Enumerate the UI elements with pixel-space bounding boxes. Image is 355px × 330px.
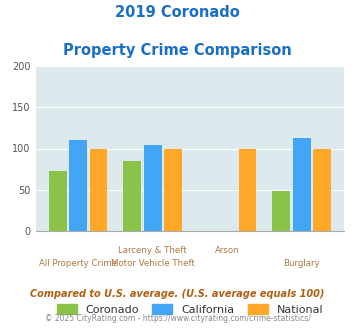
Bar — [239, 148, 256, 231]
Text: Property Crime Comparison: Property Crime Comparison — [63, 43, 292, 58]
Text: © 2025 CityRating.com - https://www.cityrating.com/crime-statistics/: © 2025 CityRating.com - https://www.city… — [45, 314, 310, 323]
Bar — [124, 161, 141, 231]
Text: Burglary: Burglary — [283, 259, 320, 268]
Bar — [273, 191, 290, 231]
Text: All Property Crime: All Property Crime — [39, 259, 117, 268]
Bar — [293, 138, 311, 231]
Text: Arson: Arson — [215, 246, 240, 255]
Text: 2019 Coronado: 2019 Coronado — [115, 5, 240, 20]
Bar — [313, 148, 331, 231]
Text: Motor Vehicle Theft: Motor Vehicle Theft — [111, 259, 195, 268]
Text: Larceny & Theft: Larceny & Theft — [118, 246, 187, 255]
Bar — [69, 140, 87, 231]
Bar — [49, 171, 67, 231]
Text: Compared to U.S. average. (U.S. average equals 100): Compared to U.S. average. (U.S. average … — [30, 289, 325, 299]
Bar — [164, 148, 182, 231]
Legend: Coronado, California, National: Coronado, California, National — [52, 299, 328, 319]
Bar — [144, 145, 162, 231]
Bar — [89, 148, 107, 231]
